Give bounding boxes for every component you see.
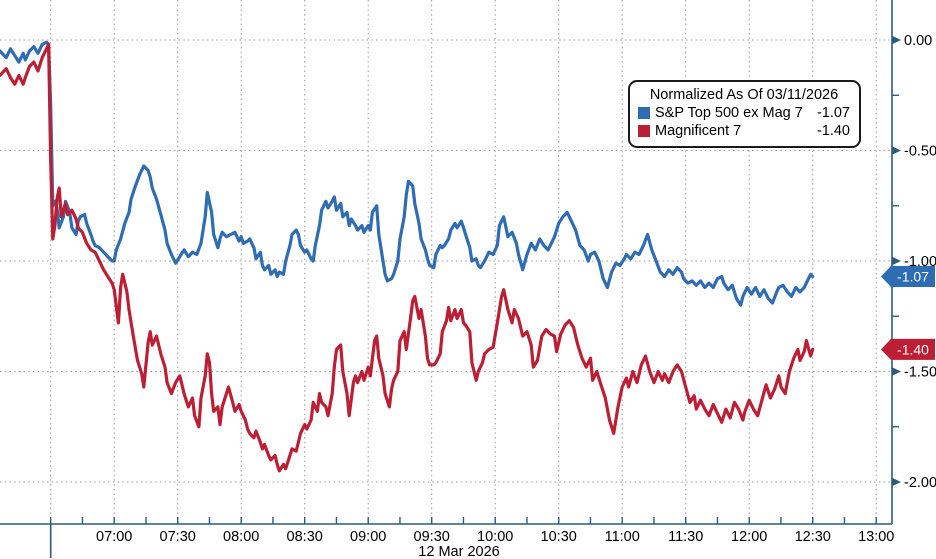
time-label: 08:30 [287, 529, 323, 545]
value-tick-arrow [892, 256, 901, 266]
legend-series-label: Magnificent 7 [655, 123, 742, 139]
legend-series-label: S&P Top 500 ex Mag 7 [655, 105, 803, 121]
time-label: 10:30 [541, 529, 577, 545]
date-label: 12 Mar 2026 [418, 544, 499, 559]
value-tick-arrow [892, 367, 901, 376]
legend-series-value: -1.40 [816, 123, 850, 139]
time-label: 07:30 [160, 529, 196, 545]
time-label: 08:00 [223, 529, 259, 545]
time-label: 10:00 [477, 529, 513, 545]
series-line-sp500-ex-mag7 [0, 40, 815, 307]
time-label: 11:30 [668, 529, 703, 545]
value-tick-arrow [892, 477, 901, 487]
time-label: 09:30 [414, 529, 450, 545]
time-label: 07:00 [96, 529, 132, 545]
legend-row-sp500-ex-mag7: S&P Top 500 ex Mag 7 -1.07 [638, 104, 850, 122]
time-label: 11:00 [605, 529, 640, 545]
time-label: 09:00 [350, 529, 386, 545]
chart-legend: Normalized As Of 03/11/2026 S&P Top 500 … [628, 80, 861, 148]
last-value-tag-shape [881, 265, 935, 287]
value-label: 0.00 [904, 33, 932, 49]
time-label: 13:00 [858, 529, 894, 545]
time-labels: 07:00 07:30 08:00 08:30 09:00 09:30 10:00 10:30… [96, 529, 894, 545]
value-labels: 0.00-0.50-1.00-1.50-2.00 [892, 33, 936, 491]
series-line-magnificent7 [0, 42, 815, 473]
value-label: -0.50 [904, 144, 936, 160]
series-color-chip-blue [638, 107, 650, 119]
series-color-chip-red [638, 125, 650, 137]
last-value-tag-mag7: -1.40 [881, 338, 935, 360]
value-tick-arrow [892, 35, 901, 45]
value-tick-arrow [892, 146, 901, 155]
legend-series-value: -1.07 [816, 105, 850, 121]
last-value-tag-shape [881, 338, 935, 360]
value-label: -1.50 [904, 365, 936, 381]
time-label: 12:30 [795, 529, 831, 545]
h-gridlines [0, 39, 892, 483]
time-label: 12:00 [731, 529, 767, 545]
legend-title: Normalized As Of 03/11/2026 [649, 87, 839, 103]
last-value-tag-text: -1.07 [897, 268, 929, 284]
last-value-tag-text: -1.40 [897, 341, 929, 357]
value-label: -2.00 [904, 475, 936, 491]
bottom-axis-ticks [49, 517, 877, 524]
last-value-tag-sp500: -1.07 [881, 265, 935, 287]
legend-row-magnificent7: Magnificent 7 -1.40 [638, 122, 850, 140]
